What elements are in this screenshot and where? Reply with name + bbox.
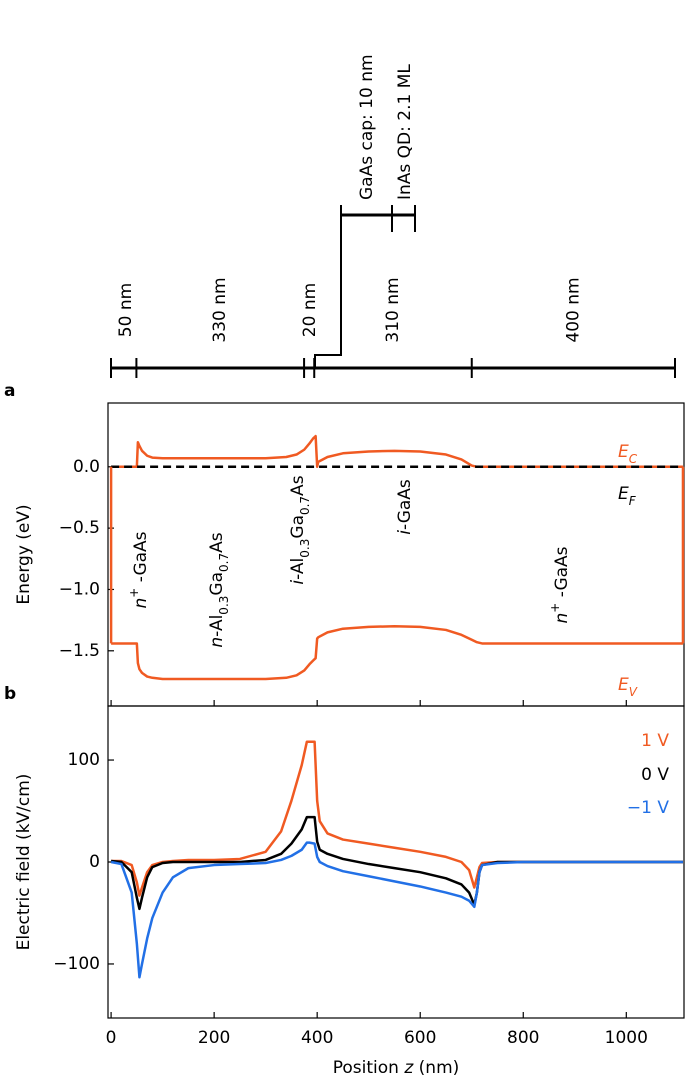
series-line <box>111 740 683 897</box>
region-label-part: n <box>207 637 227 648</box>
layer-label: 400 nm <box>563 277 583 342</box>
series-name-sub: C <box>629 452 638 466</box>
region-label-part: 0.7 <box>217 553 231 572</box>
region-label: i-GaAs <box>395 479 415 535</box>
region-label: i-Al0.3Ga0.7As <box>288 475 312 584</box>
series-label: 0 V <box>641 765 669 785</box>
inset-label: GaAs cap: 10 nm <box>357 54 377 200</box>
series-name-sub: V <box>629 685 638 699</box>
plot-frame <box>107 402 685 707</box>
series-name: 1 V <box>641 731 669 751</box>
y-tick-label: 100 <box>68 750 100 770</box>
region-label: n+ -GaAs <box>127 531 152 608</box>
y-tick-label: 0.0 <box>73 457 100 477</box>
x-tick-label: 0 <box>106 1028 117 1048</box>
y-tick-label: −1.5 <box>59 641 100 661</box>
x-tick-label: 200 <box>198 1028 230 1048</box>
series-name: −1 V <box>627 798 669 818</box>
series-name-sub: F <box>629 494 637 508</box>
series-label: EF <box>618 484 637 508</box>
series-name: E <box>618 675 629 695</box>
x-axis-label-part: Position <box>333 1058 405 1078</box>
region-label-part: -GaAs <box>131 531 151 587</box>
x-tick-label: 600 <box>404 1028 436 1048</box>
region-label-part: n <box>552 613 572 624</box>
layer-label: 330 nm <box>210 277 230 342</box>
region-label: n-Al0.3Ga0.7As <box>207 532 231 647</box>
layer-label: 310 nm <box>383 277 403 342</box>
y-axis-label: Energy (eV) <box>14 504 34 604</box>
series-name: E <box>618 442 629 462</box>
series-line <box>111 625 683 681</box>
panel-label: a <box>4 381 15 401</box>
region-label-part: As <box>288 475 308 496</box>
region-label-part: + <box>127 588 141 598</box>
region-label-part: -Al <box>288 558 308 580</box>
region-label-part: -Al <box>207 615 227 637</box>
series-line <box>111 434 683 469</box>
series-line <box>110 841 683 979</box>
inset-label: InAs QD: 2.1 ML <box>395 64 415 200</box>
region-label: n+ -GaAs <box>548 546 573 623</box>
x-tick-label: 1000 <box>605 1028 648 1048</box>
series-label: 1 V <box>641 731 669 751</box>
region-label-part: i <box>288 580 308 585</box>
y-tick-label: −1.0 <box>59 579 100 599</box>
y-axis-label: Electric field (kV/cm) <box>14 774 34 951</box>
region-label-part: Ga <box>288 515 308 539</box>
series-name: 0 V <box>641 765 669 785</box>
x-tick-label: 800 <box>507 1028 539 1048</box>
region-label-part: + <box>548 603 562 613</box>
layer-label: 50 nm <box>116 283 136 337</box>
y-tick-label: 0 <box>89 852 100 872</box>
region-label-part: 0.7 <box>298 496 312 515</box>
x-axis-label-part: z <box>403 1058 414 1078</box>
region-label-part: -GaAs <box>552 546 572 602</box>
series-label: EC <box>618 442 638 466</box>
region-label-part: -GaAs <box>395 479 415 530</box>
panel-label: b <box>4 684 16 704</box>
x-axis-label: Position z (nm) <box>333 1058 460 1078</box>
region-label-part: i <box>395 530 415 535</box>
series-name: E <box>618 484 629 504</box>
x-tick-label: 400 <box>301 1028 333 1048</box>
series-label: EV <box>618 675 638 699</box>
y-tick-label: −0.5 <box>59 518 100 538</box>
region-label-part: n <box>131 598 151 609</box>
x-axis-label-part: (nm) <box>413 1058 459 1078</box>
region-label-part: 0.3 <box>217 596 231 615</box>
y-tick-label: −100 <box>53 954 100 974</box>
series-label: −1 V <box>627 798 669 818</box>
region-label-part: Ga <box>207 572 227 596</box>
region-label-part: As <box>207 532 227 553</box>
layer-label: 20 nm <box>300 283 320 337</box>
region-label-part: 0.3 <box>298 539 312 558</box>
